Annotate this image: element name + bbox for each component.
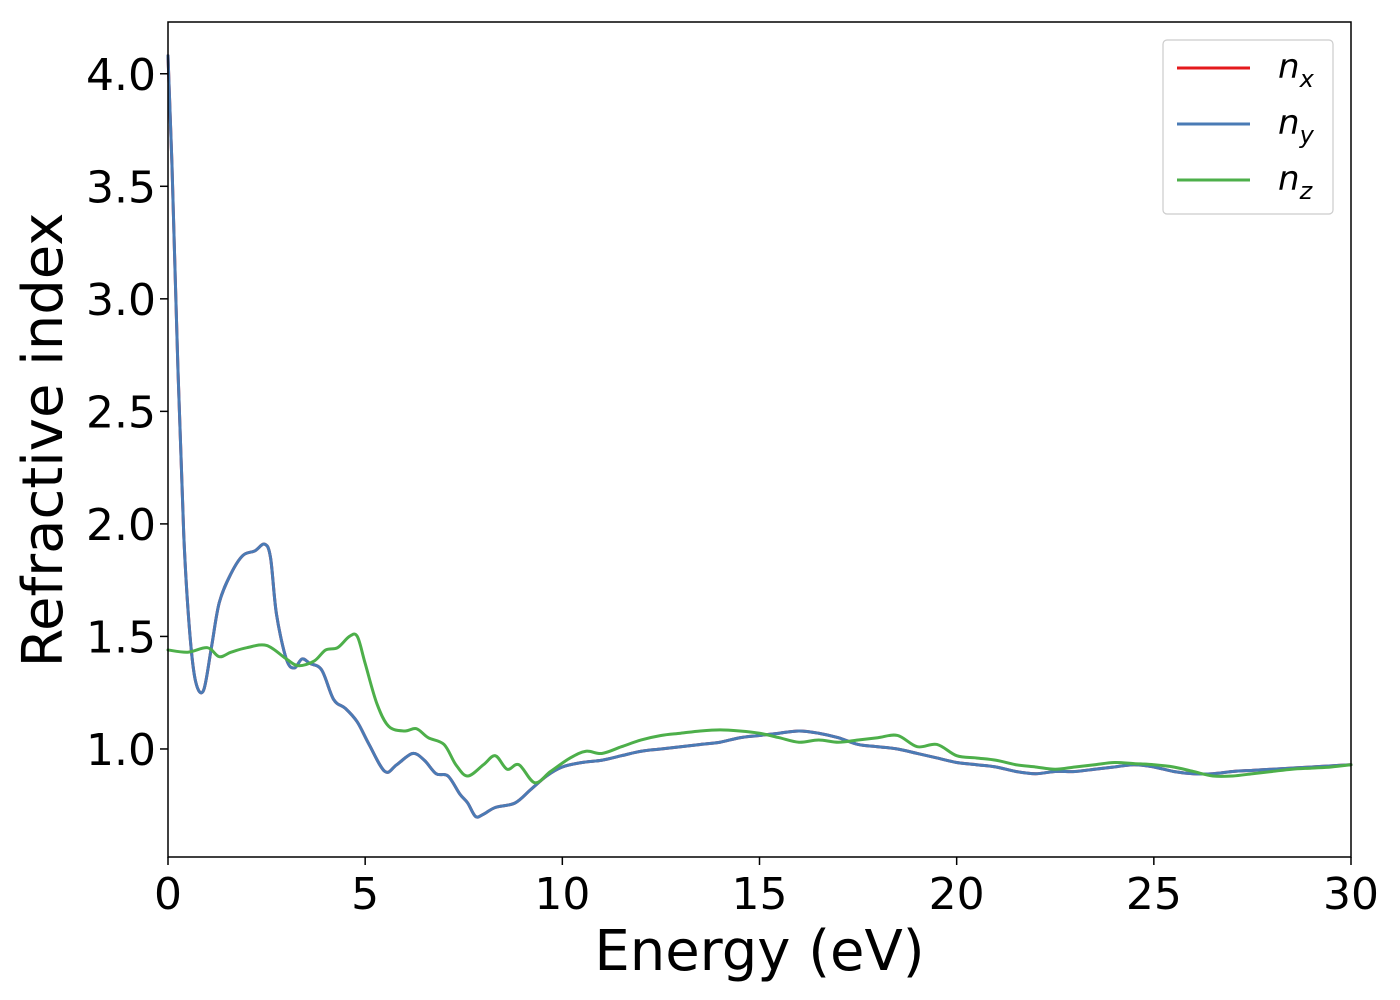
y-axis: 1.0 1.5 2.0 2.5 3.0 3.5 4.0 — [86, 50, 168, 776]
x-tick-label: 10 — [534, 869, 590, 920]
series-layer — [166, 54, 1353, 819]
legend-label: nx — [1278, 47, 1315, 93]
y-tick-label: 1.5 — [86, 612, 156, 663]
x-tick-label: 25 — [1126, 869, 1182, 920]
legend-label: nz — [1278, 159, 1314, 205]
legend: nx ny nz — [1162, 39, 1334, 215]
x-tick-label: 30 — [1323, 869, 1379, 920]
y-tick-label: 4.0 — [86, 50, 156, 101]
x-tick-label: 0 — [154, 869, 182, 920]
y-tick-label: 3.5 — [86, 162, 156, 213]
x-axis-title: Energy (eV) — [594, 919, 924, 984]
y-tick-label: 1.0 — [86, 725, 156, 776]
legend-item-n-z: nz — [1177, 159, 1314, 205]
y-tick-label: 2.5 — [86, 387, 156, 438]
legend-box — [1162, 39, 1334, 215]
series-line-n-z — [166, 632, 1353, 785]
x-axis: 0 5 10 15 20 25 30 — [154, 857, 1379, 920]
legend-item-n-x: nx — [1177, 47, 1315, 93]
y-axis-title: Refractive index — [11, 213, 76, 668]
legend-label: ny — [1278, 103, 1315, 149]
series-line-n-y — [166, 54, 1353, 819]
y-tick-label: 2.0 — [86, 500, 156, 551]
x-tick-label: 20 — [929, 869, 985, 920]
x-tick-label: 5 — [351, 869, 379, 920]
y-tick-label: 3.0 — [86, 275, 156, 326]
legend-entries: nx ny nz — [1177, 47, 1315, 205]
legend-item-n-y: ny — [1177, 103, 1315, 149]
plot-background — [168, 22, 1351, 857]
x-tick-label: 15 — [732, 869, 788, 920]
